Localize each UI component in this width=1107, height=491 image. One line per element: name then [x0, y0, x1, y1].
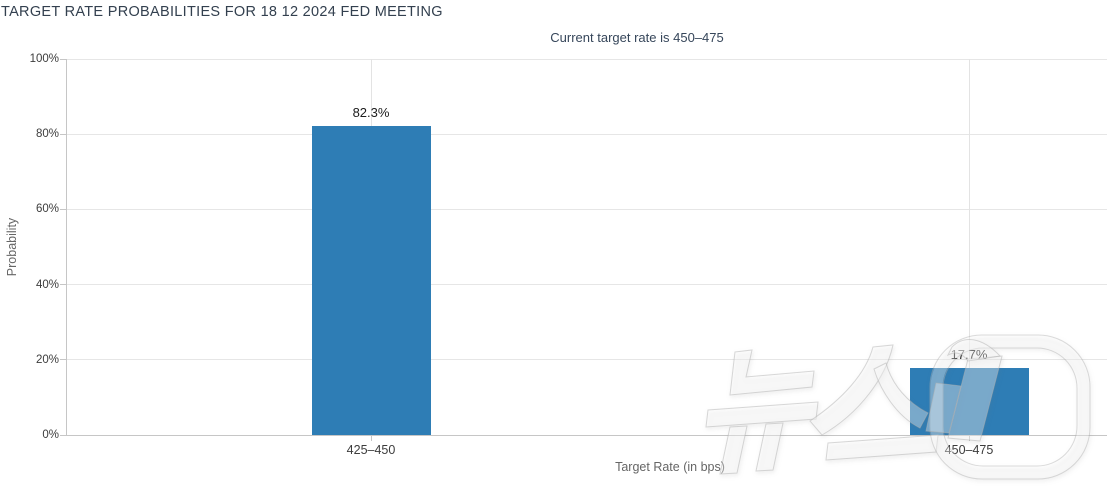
y-axis-tick: [60, 58, 67, 60]
y-axis-tick-label: 20%: [35, 353, 59, 366]
x-gridline: [968, 59, 970, 435]
y-axis-tick-label: 80%: [35, 128, 59, 141]
x-axis-tick: [370, 435, 372, 441]
y-axis-tick-label: 60%: [35, 203, 59, 216]
y-axis-tick: [60, 434, 67, 436]
y-axis-tick: [60, 284, 67, 286]
y-axis-tick: [60, 359, 67, 361]
y-axis-title: Probability: [5, 217, 19, 277]
probability-bar[interactable]: [909, 368, 1029, 435]
y-axis-tick-label: 40%: [35, 278, 59, 291]
y-axis-tick-label: 0%: [42, 429, 59, 441]
y-axis-tick-label: 100%: [29, 53, 59, 65]
bar-value-label: 17.7%: [950, 347, 988, 363]
x-axis-title: Target Rate (in bps): [615, 460, 725, 474]
chart-title: TARGET RATE PROBABILITIES FOR 18 12 2024…: [1, 4, 443, 20]
x-axis-tick: [968, 435, 970, 441]
chart-subtitle: Current target rate is 450–475: [550, 30, 724, 45]
y-gridline: [67, 359, 1107, 361]
y-gridline: [67, 58, 1107, 60]
category-label: 425–450: [346, 443, 396, 457]
y-gridline: [67, 208, 1107, 210]
probability-bar[interactable]: [311, 125, 431, 435]
y-axis-tick: [60, 208, 67, 210]
bar-value-label: 82.3%: [352, 104, 390, 120]
y-gridline: [67, 133, 1107, 135]
plot-area: 0% 20% 40% 60% 80% 100% 82.3% 425–450 17.7% 450–4…: [30, 53, 1107, 457]
y-axis-tick: [60, 133, 67, 135]
category-label: 450–475: [944, 443, 994, 457]
y-gridline: [67, 284, 1107, 286]
